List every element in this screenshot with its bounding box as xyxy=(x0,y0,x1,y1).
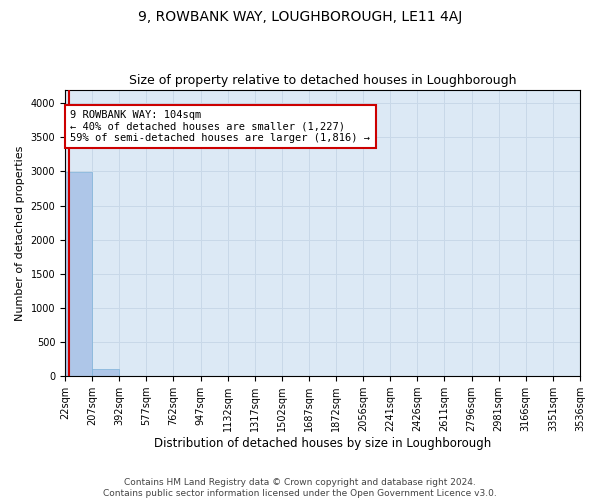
Text: Contains HM Land Registry data © Crown copyright and database right 2024.
Contai: Contains HM Land Registry data © Crown c… xyxy=(103,478,497,498)
Y-axis label: Number of detached properties: Number of detached properties xyxy=(15,145,25,320)
Text: 9 ROWBANK WAY: 104sqm
← 40% of detached houses are smaller (1,227)
59% of semi-d: 9 ROWBANK WAY: 104sqm ← 40% of detached … xyxy=(70,110,370,143)
Text: 9, ROWBANK WAY, LOUGHBOROUGH, LE11 4AJ: 9, ROWBANK WAY, LOUGHBOROUGH, LE11 4AJ xyxy=(138,10,462,24)
Bar xyxy=(92,368,119,376)
Title: Size of property relative to detached houses in Loughborough: Size of property relative to detached ho… xyxy=(129,74,516,87)
Bar xyxy=(65,172,92,376)
X-axis label: Distribution of detached houses by size in Loughborough: Distribution of detached houses by size … xyxy=(154,437,491,450)
